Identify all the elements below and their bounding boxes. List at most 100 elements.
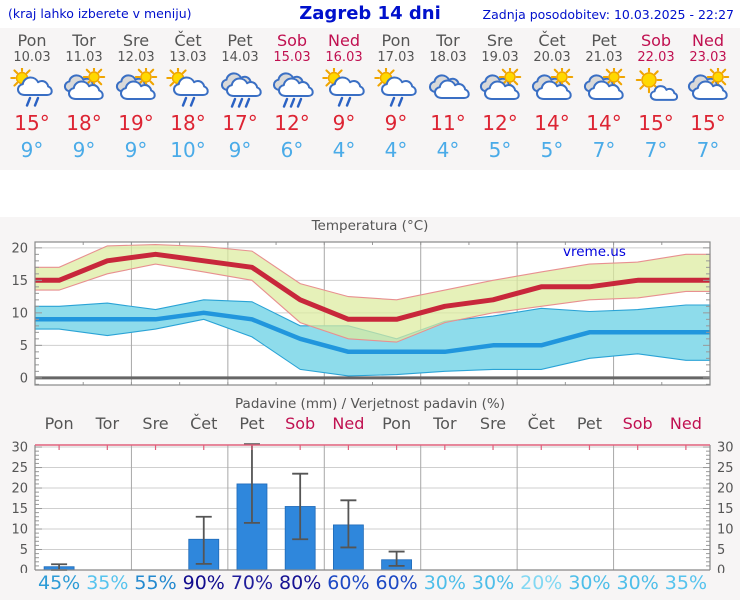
day-name: Ned [328,31,360,50]
day-column-label: Tor 18.03 [422,31,474,65]
precip-top-ticks [58,445,687,450]
precip-y-axis-label-left: 25 [11,461,28,476]
weather-icon-cell [266,65,318,111]
precip-probability: 30% [423,572,466,594]
weather-icon-cell [370,65,422,111]
precip-day-label: Sob [622,414,653,433]
cloud-sun-icon [63,68,106,100]
min-temp-value: 10° [170,138,206,162]
day-date: 14.03 [221,50,259,65]
max-temp-value: 14° [534,111,570,135]
weather-icon-cell [110,65,162,111]
day-name: Sob [640,31,672,50]
day-date: 17.03 [377,50,415,65]
sun-shape [374,68,398,90]
max-temp-value: 9° [332,111,356,135]
clouds-rain-icon [272,72,314,108]
max-temp-value: 11° [430,111,466,135]
day-name: Pet [591,31,617,50]
cloud-sun-icon [687,68,730,100]
temp-y-axis-label: 5 [20,339,28,354]
day-date: 18.03 [429,50,467,65]
weather-icon-cell [474,65,526,111]
precip-day-label: Sob [285,414,316,433]
min-temp-value: 4° [436,138,460,162]
day-column-label: Sob 15.03 [266,31,318,65]
precip-day-label: Ned [332,414,365,433]
temp-y-axis-label: 20 [11,241,28,256]
precipitation-day-labels: Pon Tor Sre Čet Pet Sob Ned Pon Tor Sre Čet Pet Sob N… [35,413,710,437]
precip-y-axis-label-right: 10 [717,523,734,538]
max-temp-value: 17° [222,111,258,135]
day-name: Tor [72,31,96,50]
clouds-rain-icon [220,72,262,108]
day-date: 15.03 [273,50,311,65]
day-column-label: Sre 19.03 [474,31,526,65]
precip-day-label: Čet [190,414,218,433]
temp-y-axis-label: 0 [20,371,28,386]
precip-day-label: Čet [527,414,555,433]
day-date: 10.03 [13,50,51,65]
sun-cloud-rain-icon [10,68,53,107]
sun-cloud-icon [635,68,678,101]
min-temp-value: 5° [540,138,564,162]
precipitation-probability-row: 45% 35% 55% 90% 70% 80% 60% 60% 30% 30% 20% 30% 30% 3… [35,573,710,595]
day-column-label: Čet 20.03 [526,31,578,65]
precip-probability: 30% [568,572,611,594]
weather-icon-cell [214,65,266,111]
charts-section: Temperatura (°C) 0 5 10 15 20 vreme.us Padavi… [0,217,740,600]
weather-icon-cell [630,65,682,111]
watermark-link[interactable]: vreme.us [563,244,626,260]
day-date: 13.03 [169,50,207,65]
max-temp-value: 18° [170,111,206,135]
cloud-sun-icon [115,68,158,100]
precip-y-axis-label-right: 25 [717,461,734,476]
day-column-label: Pet 21.03 [578,31,630,65]
day-name: Ned [692,31,724,50]
temp-y-axis-label: 10 [11,306,28,321]
precip-y-axis-label-left: 15 [11,502,28,517]
day-name: Čet [538,31,566,50]
max-temp-value: 19° [118,111,154,135]
day-column-label: Ned 23.03 [682,31,734,65]
precip-y-axis-label-right: 20 [717,482,734,497]
day-column-label: Čet 13.03 [162,31,214,65]
precip-y-axis-label-right: 5 [717,543,725,558]
precip-y-axis-label-left: 10 [11,523,28,538]
precip-day-label: Pon [44,414,74,433]
precip-axis-ticks [35,446,710,571]
weather-icon-cell [6,65,58,111]
sun-shape [706,68,730,89]
sun-shape [550,68,574,89]
forecast-min-temps-row: 9° 9° 9° 10° 9° 6° 4° 4° 4° 5° 5° 7° 7° 7° [0,138,740,167]
precip-y-axis-label-right: 15 [717,502,734,517]
max-temp-value: 15° [690,111,726,135]
precipitation-chart-title: Padavine (mm) / Verjetnost padavin (%) [235,396,505,412]
max-temp-value: 18° [66,111,102,135]
precip-y-axis-label-left: 0 [20,564,28,574]
min-temp-value: 7° [696,138,720,162]
day-name: Tor [436,31,460,50]
day-date: 11.03 [65,50,103,65]
day-date: 19.03 [481,50,519,65]
precip-day-label: Sre [142,414,169,433]
temperature-chart-title: Temperatura (°C) [311,218,429,234]
min-temp-value: 9° [124,138,148,162]
min-temp-value: 9° [72,138,96,162]
max-temp-line [35,251,710,322]
day-date: 20.03 [533,50,571,65]
day-column-label: Ned 16.03 [318,31,370,65]
temperature-chart: 0 5 10 15 20 vreme.us [11,241,711,386]
forecast-icons-row [0,65,740,111]
min-temp-line [35,310,710,355]
max-temp-value: 9° [384,111,408,135]
cloud-sun-icon [479,68,522,100]
min-temp-value: 6° [280,138,304,162]
day-date: 12.03 [117,50,155,65]
precipitation-chart: 0 0 5 5 10 10 15 15 20 20 25 25 30 30 [11,441,734,574]
max-temp-value: 14° [586,111,622,135]
precip-probability: 20% [520,572,563,594]
min-temp-value: 5° [488,138,512,162]
precip-day-label: Tor [95,414,120,433]
location-hint-text: (kraj lahko izberete v meniju) [8,6,192,21]
